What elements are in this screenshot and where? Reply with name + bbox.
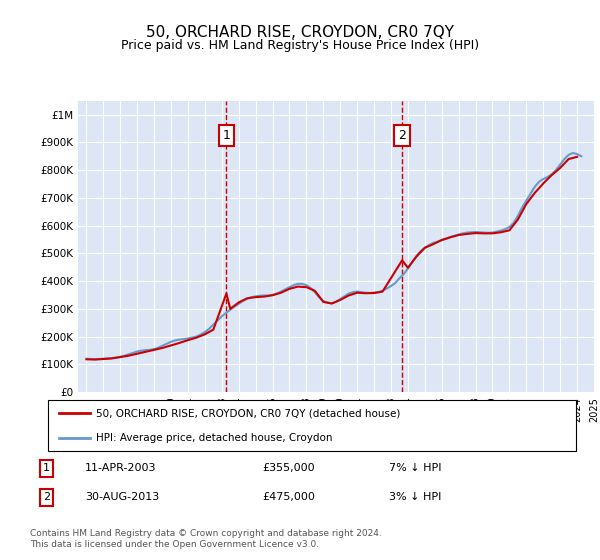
Text: 1: 1	[43, 463, 50, 473]
Text: 2: 2	[398, 129, 406, 142]
Text: 7% ↓ HPI: 7% ↓ HPI	[389, 463, 442, 473]
Text: £355,000: £355,000	[262, 463, 314, 473]
Text: £475,000: £475,000	[262, 492, 315, 502]
Text: 30-AUG-2013: 30-AUG-2013	[85, 492, 160, 502]
Text: 50, ORCHARD RISE, CROYDON, CR0 7QY: 50, ORCHARD RISE, CROYDON, CR0 7QY	[146, 25, 454, 40]
Text: 1: 1	[223, 129, 230, 142]
FancyBboxPatch shape	[48, 400, 576, 451]
Text: Price paid vs. HM Land Registry's House Price Index (HPI): Price paid vs. HM Land Registry's House …	[121, 39, 479, 52]
Text: 2: 2	[43, 492, 50, 502]
Text: 50, ORCHARD RISE, CROYDON, CR0 7QY (detached house): 50, ORCHARD RISE, CROYDON, CR0 7QY (deta…	[95, 408, 400, 418]
Text: HPI: Average price, detached house, Croydon: HPI: Average price, detached house, Croy…	[95, 433, 332, 443]
Text: 11-APR-2003: 11-APR-2003	[85, 463, 157, 473]
Text: Contains HM Land Registry data © Crown copyright and database right 2024.
This d: Contains HM Land Registry data © Crown c…	[30, 529, 382, 549]
Text: 3% ↓ HPI: 3% ↓ HPI	[389, 492, 441, 502]
